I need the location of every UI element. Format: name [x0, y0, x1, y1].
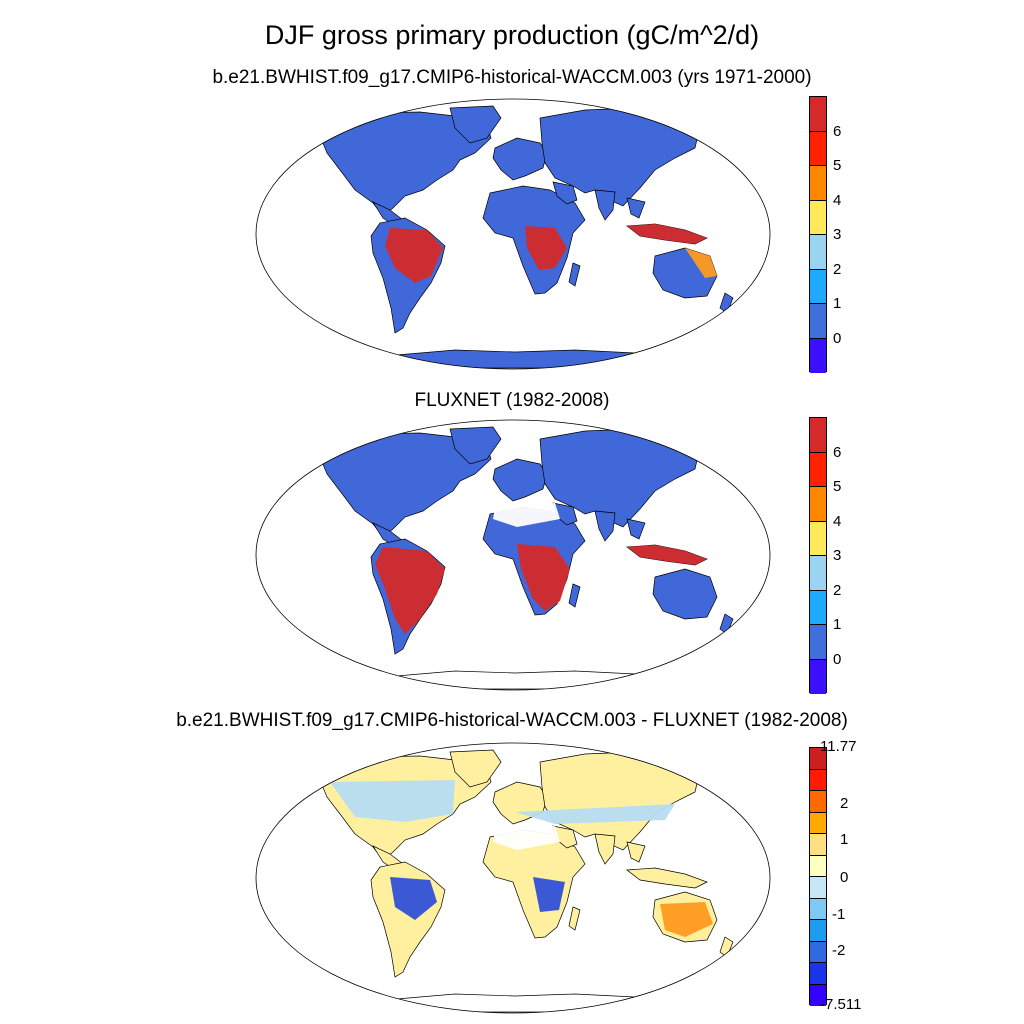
colorbar-label: 0	[833, 651, 842, 668]
colorbar-label: 5	[833, 157, 842, 174]
panel-3-colorbar	[809, 747, 827, 1006]
region-overlay	[330, 780, 455, 822]
colorbar-label: 2	[840, 795, 849, 812]
colorbar-segment	[810, 855, 826, 877]
colorbar-label: 1	[833, 616, 842, 633]
colorbar-segment	[810, 131, 826, 166]
map-boundary	[255, 419, 771, 691]
colorbar-label: 2	[833, 582, 842, 599]
landmass-nz	[719, 292, 734, 314]
colorbar-segment	[810, 521, 826, 556]
colorbar-segment	[810, 963, 826, 985]
region-overlay	[627, 545, 707, 565]
landmass-greenland	[449, 426, 502, 465]
colorbar-label: 4	[833, 192, 842, 209]
colorbar-label: 1	[840, 831, 849, 848]
landmass-nz	[719, 613, 734, 635]
landmass-arabia	[552, 181, 578, 205]
colorbar-segment	[810, 166, 826, 201]
landmass-madagascar	[568, 262, 581, 287]
colorbar-segment	[810, 812, 826, 834]
colorbar-label: -2	[832, 942, 846, 959]
colorbar-segment	[810, 338, 826, 373]
region-overlay	[517, 544, 570, 611]
region-overlay	[493, 826, 560, 850]
panel-1-colorbar	[809, 96, 827, 373]
figure-title: DJF gross primary production (gC/m^2/d)	[264, 20, 760, 50]
colorbar-segment	[810, 418, 826, 453]
colorbar-label: 11.77	[820, 738, 857, 755]
region-overlay	[515, 804, 675, 824]
colorbar-label: -1	[832, 906, 846, 923]
panel-2-title: FLUXNET (1982-2008)	[414, 390, 610, 411]
landmass-greenland	[449, 749, 502, 788]
landmass-antarctica	[344, 993, 696, 1013]
colorbar-label: 3	[833, 547, 842, 564]
colorbar-segment	[810, 452, 826, 487]
landmass-madagascar	[568, 906, 581, 931]
region-overlay	[390, 877, 437, 920]
map-boundary	[255, 742, 771, 1014]
landmass-antarctica	[344, 670, 696, 690]
colorbar-label: -7.511	[820, 996, 862, 1013]
landmass-europe	[492, 137, 548, 181]
landmass-india	[594, 833, 616, 865]
colorbar-label: 6	[833, 444, 842, 461]
colorbar-segment	[810, 748, 826, 770]
region-overlay	[385, 228, 443, 283]
colorbar-segment	[810, 487, 826, 522]
region-overlay	[627, 224, 707, 244]
colorbar-segment	[810, 235, 826, 270]
panel-1-title: b.e21.BWHIST.f09_g17.CMIP6-historical-WA…	[212, 67, 812, 88]
landmass-indonesia	[626, 867, 708, 889]
colorbar-label: 4	[833, 513, 842, 530]
colorbar-segment	[810, 269, 826, 304]
region-overlay	[533, 877, 565, 912]
colorbar-segment	[810, 941, 826, 963]
colorbar-label: 6	[833, 123, 842, 140]
colorbar-segment	[810, 877, 826, 899]
panel-3-map	[255, 742, 771, 1014]
region-overlay	[375, 547, 445, 634]
panel-3-title: b.e21.BWHIST.f09_g17.CMIP6-historical-WA…	[176, 710, 848, 731]
panel-1-map	[255, 98, 771, 370]
region-overlay	[660, 902, 713, 937]
colorbar-segment	[810, 625, 826, 660]
colorbar-label: 3	[833, 226, 842, 243]
colorbar-segment	[810, 97, 826, 132]
colorbar-segment	[810, 304, 826, 339]
colorbar-label: 2	[833, 261, 842, 278]
region-overlay	[685, 248, 717, 278]
landmass-india	[594, 510, 616, 542]
colorbar-segment	[810, 659, 826, 694]
landmass-india	[594, 189, 616, 221]
colorbar-segment	[810, 590, 826, 625]
colorbar-segment	[810, 984, 826, 1006]
landmass-madagascar	[568, 583, 581, 608]
colorbar-label: 0	[833, 330, 842, 347]
landmass-europe	[492, 458, 548, 502]
landmass-seAsia	[626, 841, 646, 863]
colorbar-label: 0	[840, 869, 849, 886]
colorbar-segment	[810, 920, 826, 942]
landmass-greenland	[449, 105, 502, 144]
colorbar-segment	[810, 898, 826, 920]
panel-2-map	[255, 419, 771, 691]
colorbar-segment	[810, 769, 826, 791]
landmass-seAsia	[626, 197, 646, 219]
landmass-antarctica	[344, 349, 696, 369]
colorbar-segment	[810, 200, 826, 235]
colorbar-label: 5	[833, 478, 842, 495]
landmass-australia	[652, 568, 718, 620]
colorbar-segment	[810, 791, 826, 813]
map-boundary	[255, 98, 771, 370]
colorbar-label: 1	[833, 295, 842, 312]
colorbar-segment	[810, 556, 826, 591]
panel-2-colorbar	[809, 417, 827, 694]
region-overlay	[493, 503, 560, 527]
landmass-seAsia	[626, 518, 646, 540]
landmass-nz	[719, 936, 734, 958]
region-overlay	[525, 226, 567, 270]
colorbar-segment	[810, 834, 826, 856]
